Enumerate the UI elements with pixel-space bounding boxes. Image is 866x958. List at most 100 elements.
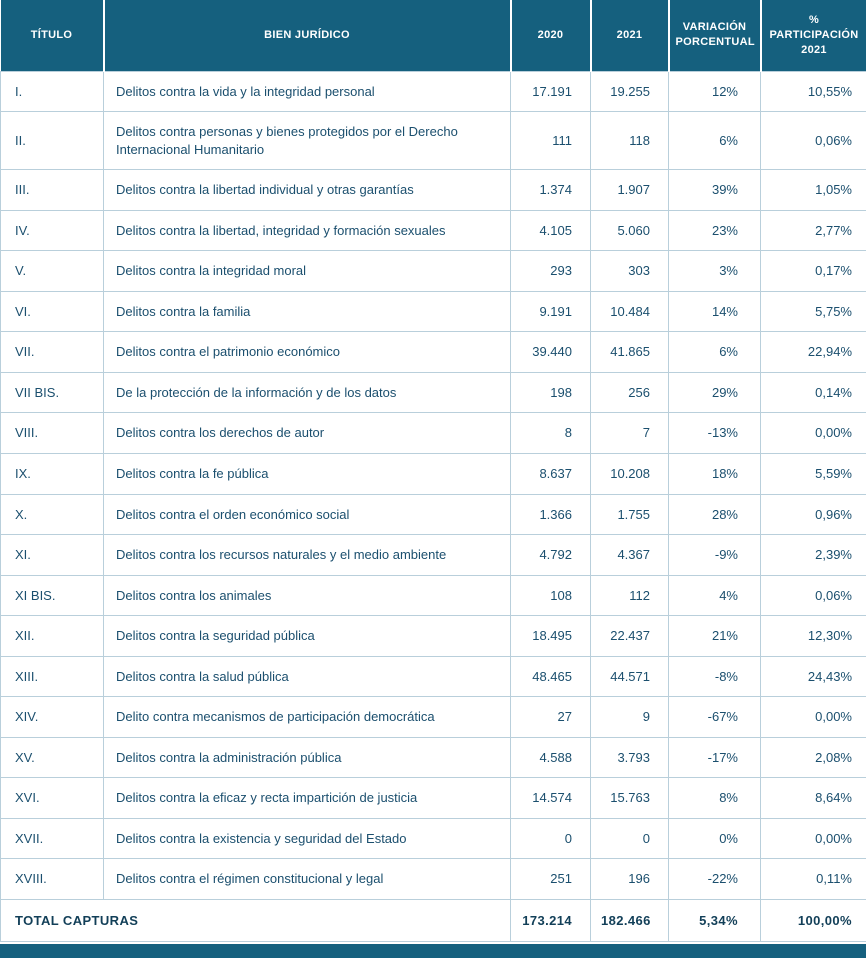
table-row: II.Delitos contra personas y bienes prot… — [1, 112, 866, 170]
titulo-cell: XV. — [1, 737, 104, 778]
y2020-cell: 0 — [511, 818, 591, 859]
y2020-cell: 27 — [511, 697, 591, 738]
bien-juridico-cell: Delito contra mecanismos de participació… — [104, 697, 511, 738]
bien-juridico-cell: Delitos contra la libertad individual y … — [104, 170, 511, 211]
y2020-cell: 198 — [511, 372, 591, 413]
header-row: TÍTULO BIEN JURÍDICO 2020 2021 VARIACIÓN… — [1, 0, 866, 71]
participacion-cell: 0,14% — [761, 372, 866, 413]
col-header-titulo: TÍTULO — [1, 0, 104, 71]
participacion-cell: 5,59% — [761, 454, 866, 495]
bien-juridico-cell: Delitos contra los animales — [104, 575, 511, 616]
variacion-cell: 12% — [669, 71, 761, 112]
y2021-cell: 10.484 — [591, 291, 669, 332]
y2020-cell: 14.574 — [511, 778, 591, 819]
titulo-cell: IV. — [1, 210, 104, 251]
participacion-cell: 8,64% — [761, 778, 866, 819]
table-header: TÍTULO BIEN JURÍDICO 2020 2021 VARIACIÓN… — [1, 0, 866, 71]
y2021-cell: 5.060 — [591, 210, 669, 251]
titulo-cell: V. — [1, 251, 104, 292]
bien-juridico-cell: Delitos contra la integridad moral — [104, 251, 511, 292]
participacion-cell: 2,39% — [761, 535, 866, 576]
table-row: IV.Delitos contra la libertad, integrida… — [1, 210, 866, 251]
participacion-cell: 0,00% — [761, 818, 866, 859]
total-participacion: 100,00% — [761, 900, 866, 942]
titulo-cell: XI BIS. — [1, 575, 104, 616]
titulo-cell: XII. — [1, 616, 104, 657]
y2021-cell: 196 — [591, 859, 669, 900]
participacion-cell: 0,11% — [761, 859, 866, 900]
titulo-cell: XIV. — [1, 697, 104, 738]
bien-juridico-cell: Delitos contra los recursos naturales y … — [104, 535, 511, 576]
table-row: XVII.Delitos contra la existencia y segu… — [1, 818, 866, 859]
y2021-cell: 303 — [591, 251, 669, 292]
y2020-cell: 4.105 — [511, 210, 591, 251]
variacion-cell: 3% — [669, 251, 761, 292]
total-variacion: 5,34% — [669, 900, 761, 942]
table-row: XV.Delitos contra la administración públ… — [1, 737, 866, 778]
col-header-2021: 2021 — [591, 0, 669, 71]
variacion-cell: 8% — [669, 778, 761, 819]
variacion-cell: -22% — [669, 859, 761, 900]
col-header-variacion: VARIACIÓN PORCENTUAL — [669, 0, 761, 71]
table-row: VIII.Delitos contra los derechos de auto… — [1, 413, 866, 454]
bien-juridico-cell: De la protección de la información y de … — [104, 372, 511, 413]
variacion-cell: 29% — [669, 372, 761, 413]
participacion-cell: 10,55% — [761, 71, 866, 112]
table-row: XIV.Delito contra mecanismos de particip… — [1, 697, 866, 738]
y2020-cell: 111 — [511, 112, 591, 170]
col-header-2020: 2020 — [511, 0, 591, 71]
table-footer: TOTAL CAPTURAS 173.214 182.466 5,34% 100… — [1, 900, 866, 942]
y2021-cell: 3.793 — [591, 737, 669, 778]
titulo-cell: VII. — [1, 332, 104, 373]
y2020-cell: 48.465 — [511, 656, 591, 697]
y2020-cell: 4.792 — [511, 535, 591, 576]
y2021-cell: 256 — [591, 372, 669, 413]
y2020-cell: 108 — [511, 575, 591, 616]
bien-juridico-cell: Delitos contra la eficaz y recta imparti… — [104, 778, 511, 819]
y2020-cell: 293 — [511, 251, 591, 292]
total-2020: 173.214 — [511, 900, 591, 942]
bien-juridico-cell: Delitos contra la seguridad pública — [104, 616, 511, 657]
y2020-cell: 8.637 — [511, 454, 591, 495]
y2020-cell: 39.440 — [511, 332, 591, 373]
y2021-cell: 0 — [591, 818, 669, 859]
titulo-cell: I. — [1, 71, 104, 112]
y2020-cell: 251 — [511, 859, 591, 900]
y2021-cell: 41.865 — [591, 332, 669, 373]
variacion-cell: 39% — [669, 170, 761, 211]
variacion-cell: 18% — [669, 454, 761, 495]
variacion-cell: -17% — [669, 737, 761, 778]
y2021-cell: 15.763 — [591, 778, 669, 819]
y2020-cell: 1.366 — [511, 494, 591, 535]
table-row: VII.Delitos contra el patrimonio económi… — [1, 332, 866, 373]
total-label: TOTAL CAPTURAS — [1, 900, 511, 942]
bien-juridico-cell: Delitos contra la familia — [104, 291, 511, 332]
table-row: III.Delitos contra la libertad individua… — [1, 170, 866, 211]
y2021-cell: 7 — [591, 413, 669, 454]
bien-juridico-cell: Delitos contra el orden económico social — [104, 494, 511, 535]
variacion-cell: 6% — [669, 112, 761, 170]
bien-juridico-cell: Delitos contra personas y bienes protegi… — [104, 112, 511, 170]
y2021-cell: 22.437 — [591, 616, 669, 657]
bottom-accent-bar — [0, 944, 866, 958]
y2020-cell: 18.495 — [511, 616, 591, 657]
y2021-cell: 1.907 — [591, 170, 669, 211]
titulo-cell: II. — [1, 112, 104, 170]
participacion-cell: 12,30% — [761, 616, 866, 657]
participacion-cell: 0,00% — [761, 413, 866, 454]
variacion-cell: -9% — [669, 535, 761, 576]
variacion-cell: 21% — [669, 616, 761, 657]
y2020-cell: 4.588 — [511, 737, 591, 778]
titulo-cell: XVI. — [1, 778, 104, 819]
participacion-cell: 1,05% — [761, 170, 866, 211]
titulo-cell: XI. — [1, 535, 104, 576]
variacion-cell: 23% — [669, 210, 761, 251]
bien-juridico-cell: Delitos contra el régimen constitucional… — [104, 859, 511, 900]
